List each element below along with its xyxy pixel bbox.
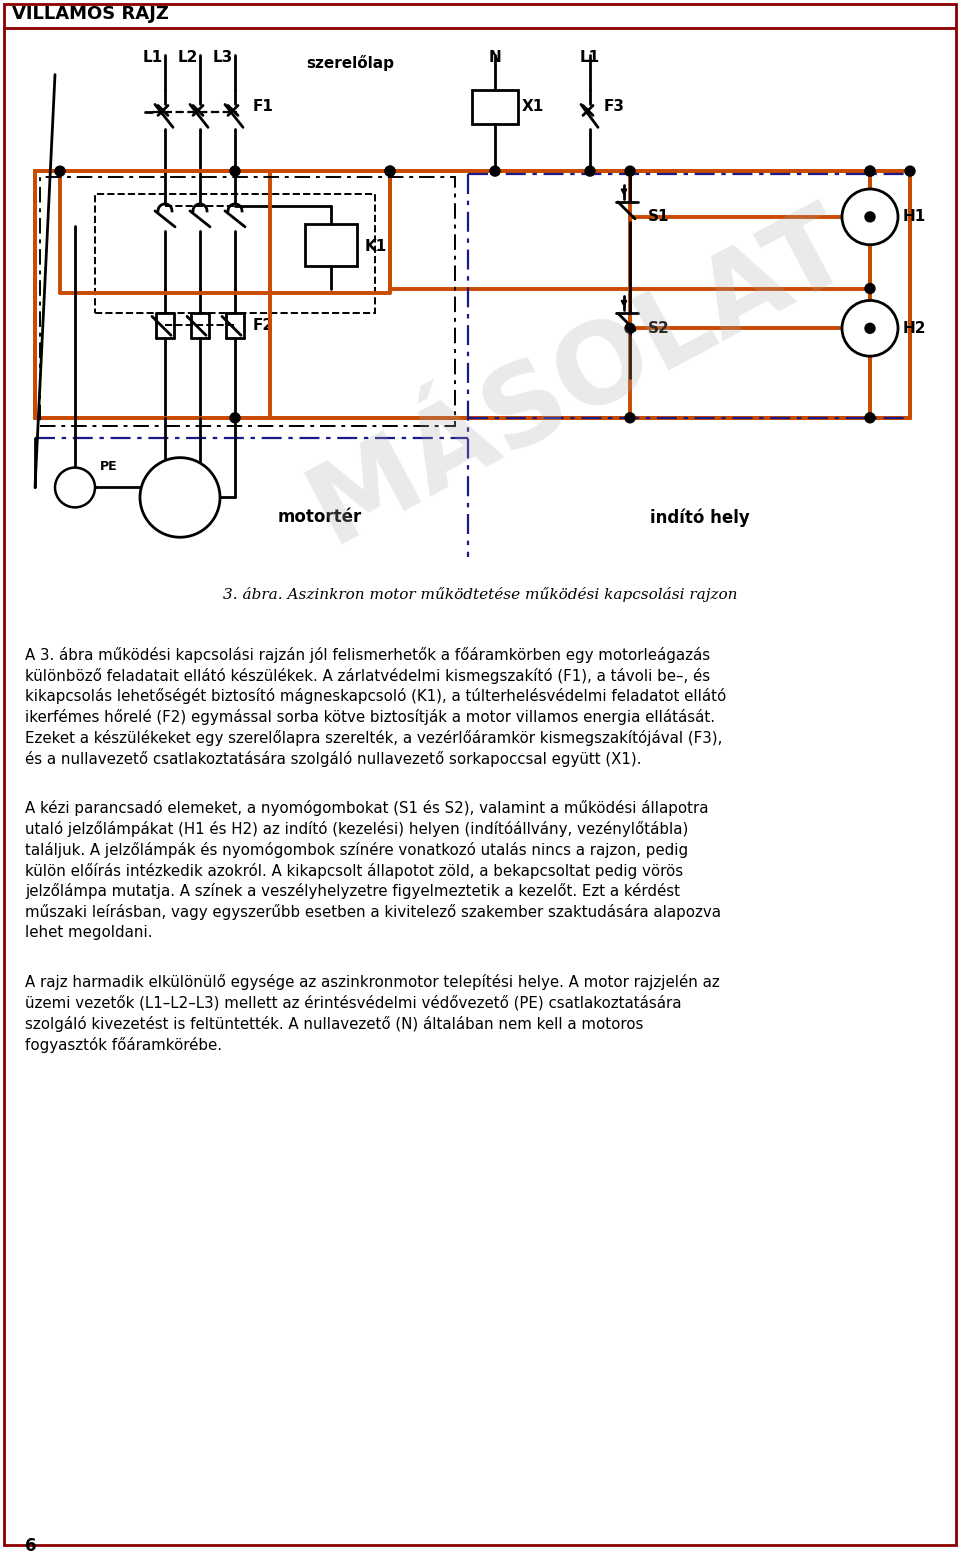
Text: szolgáló kivezetést is feltüntették. A nullavezető (N) általában nem kell a moto: szolgáló kivezetést is feltüntették. A n… xyxy=(25,1016,643,1031)
Text: VILLAMOS RAJZ: VILLAMOS RAJZ xyxy=(12,5,169,23)
Circle shape xyxy=(865,413,875,422)
Circle shape xyxy=(625,324,635,333)
Text: PE: PE xyxy=(100,460,118,472)
Text: L3: L3 xyxy=(213,50,233,65)
Circle shape xyxy=(865,284,875,293)
Text: F3: F3 xyxy=(604,100,625,114)
Circle shape xyxy=(490,167,500,176)
Bar xyxy=(305,224,357,265)
Text: lehet megoldani.: lehet megoldani. xyxy=(25,925,153,939)
Circle shape xyxy=(865,167,875,176)
Text: indító hely: indító hely xyxy=(650,508,750,527)
Text: műszaki leírásban, vagy egyszerűbb esetben a kivitelező szakember szaktudására a: műszaki leírásban, vagy egyszerűbb esetb… xyxy=(25,904,721,921)
Circle shape xyxy=(625,413,635,422)
Text: jelzőlámpa mutatja. A színek a veszélyhelyzetre figyelmeztetik a kezelőt. Ezt a : jelzőlámpa mutatja. A színek a veszélyhe… xyxy=(25,883,680,899)
Bar xyxy=(95,195,375,313)
Text: MÁSOLAT: MÁSOLAT xyxy=(292,192,868,566)
Text: S1: S1 xyxy=(648,209,669,224)
Circle shape xyxy=(585,167,595,176)
Text: H1: H1 xyxy=(903,209,926,224)
Bar xyxy=(40,178,455,425)
Circle shape xyxy=(140,458,220,538)
Text: H2: H2 xyxy=(903,321,926,337)
Circle shape xyxy=(625,167,635,176)
Circle shape xyxy=(842,301,898,357)
Text: F1: F1 xyxy=(253,100,274,114)
Circle shape xyxy=(55,467,95,508)
Text: utaló jelzőlámpákat (H1 és H2) az indító (kezelési) helyen (indítóállvány, vezén: utaló jelzőlámpákat (H1 és H2) az indító… xyxy=(25,821,688,837)
Text: kikapcsolás lehetőségét biztosító mágneskapcsoló (K1), a túlterhelésvédelmi fela: kikapcsolás lehetőségét biztosító mágnes… xyxy=(25,689,727,704)
Text: K1: K1 xyxy=(365,240,387,254)
Text: Ezeket a készülékeket egy szerelőlapra szerelték, a vezérlőáramkör kismegszakító: Ezeket a készülékeket egy szerelőlapra s… xyxy=(25,731,722,746)
Text: szerelőlap: szerelőlap xyxy=(306,55,394,70)
Text: S2: S2 xyxy=(648,321,670,337)
Text: N: N xyxy=(489,50,501,65)
Circle shape xyxy=(842,189,898,245)
Circle shape xyxy=(385,167,395,176)
Text: M: M xyxy=(169,488,191,508)
Text: üzemi vezetők (L1–L2–L3) mellett az érintésvédelmi védővezető (PE) csatlakoztatá: üzemi vezetők (L1–L2–L3) mellett az érin… xyxy=(25,996,682,1011)
Circle shape xyxy=(865,212,875,221)
Circle shape xyxy=(865,167,875,176)
Text: F2: F2 xyxy=(253,318,275,333)
Text: motortér: motortér xyxy=(277,508,362,527)
Circle shape xyxy=(230,167,240,176)
Text: A 3. ábra működési kapcsolási rajzán jól felismerhetők a főáramkörben egy motorl: A 3. ábra működési kapcsolási rajzán jól… xyxy=(25,647,710,662)
Text: ikerfémes hőrelé (F2) egymással sorba kötve biztosítják a motor villamos energia: ikerfémes hőrelé (F2) egymással sorba kö… xyxy=(25,709,715,726)
Text: L2: L2 xyxy=(178,50,198,65)
Circle shape xyxy=(865,324,875,333)
Text: A kézi parancsadó elemeket, a nyomógombokat (S1 és S2), valamint a működési álla: A kézi parancsadó elemeket, a nyomógombo… xyxy=(25,799,708,816)
Text: fogyasztók főáramkörébe.: fogyasztók főáramkörébe. xyxy=(25,1036,222,1053)
Circle shape xyxy=(905,167,915,176)
Circle shape xyxy=(230,413,240,422)
Text: X1: X1 xyxy=(522,100,544,114)
Text: L1: L1 xyxy=(580,50,600,65)
Text: A rajz harmadik elkülönülő egysége az aszinkronmotor telepítési helye. A motor r: A rajz harmadik elkülönülő egysége az as… xyxy=(25,974,720,989)
Text: L1: L1 xyxy=(143,50,163,65)
Circle shape xyxy=(385,167,395,176)
Text: 3. ábra. Aszinkron motor működtetése működési kapcsolási rajzon: 3. ábra. Aszinkron motor működtetése műk… xyxy=(223,587,737,601)
Bar xyxy=(472,89,518,125)
Text: 6: 6 xyxy=(25,1538,36,1555)
Text: találjuk. A jelzőlámpák és nyomógombok színére vonatkozó utalás nincs a rajzon, : találjuk. A jelzőlámpák és nyomógombok s… xyxy=(25,841,688,857)
Text: és a nullavezető csatlakoztatására szolgáló nullavezető sorkapoccsal együtt (X1): és a nullavezető csatlakoztatására szolg… xyxy=(25,751,641,767)
Text: külön előírás intézkedik azokról. A kikapcsolt állapotot zöld, a bekapcsoltat pe: külön előírás intézkedik azokról. A kika… xyxy=(25,863,684,879)
Circle shape xyxy=(55,167,65,176)
Text: különböző feladatait ellátó készülékek. A zárlatvédelmi kismegszakító (F1), a tá: különböző feladatait ellátó készülékek. … xyxy=(25,667,710,684)
